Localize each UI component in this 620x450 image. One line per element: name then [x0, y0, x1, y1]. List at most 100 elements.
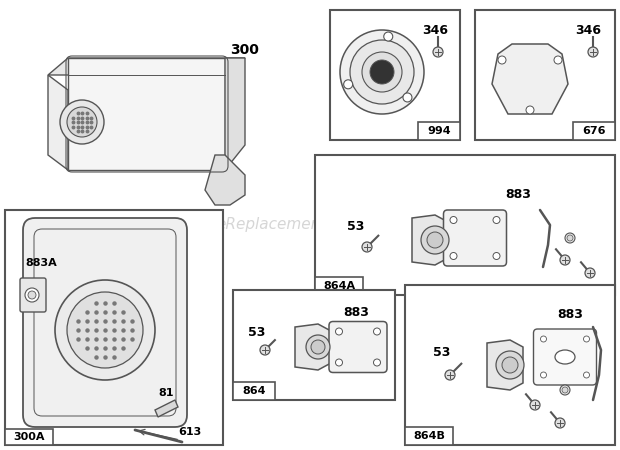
Circle shape [496, 351, 524, 379]
Ellipse shape [519, 65, 541, 95]
Bar [233, 382, 275, 400]
Circle shape [350, 40, 414, 104]
Circle shape [541, 372, 546, 378]
Bar [573, 122, 615, 140]
Text: 676: 676 [582, 126, 606, 136]
Text: 613: 613 [178, 427, 202, 437]
Circle shape [530, 400, 540, 410]
Text: 300: 300 [230, 43, 259, 57]
Ellipse shape [464, 230, 486, 246]
Bar [330, 10, 460, 140]
Bar [233, 290, 395, 400]
Circle shape [560, 255, 570, 265]
Polygon shape [48, 75, 68, 170]
Circle shape [541, 336, 546, 342]
Circle shape [28, 291, 36, 299]
Circle shape [493, 252, 500, 260]
Text: 53: 53 [433, 346, 450, 360]
Circle shape [502, 357, 518, 373]
Text: 864B: 864B [413, 431, 445, 441]
Text: 300A: 300A [13, 432, 45, 442]
Circle shape [340, 30, 424, 114]
Circle shape [567, 235, 573, 241]
Text: 883: 883 [343, 306, 369, 319]
Circle shape [427, 232, 443, 248]
Circle shape [445, 370, 455, 380]
Text: 53: 53 [347, 220, 365, 234]
Ellipse shape [511, 55, 549, 105]
Circle shape [260, 345, 270, 355]
Bar [315, 277, 363, 295]
Ellipse shape [555, 350, 575, 364]
Ellipse shape [347, 339, 369, 355]
Circle shape [555, 418, 565, 428]
Circle shape [67, 107, 97, 137]
Circle shape [55, 280, 155, 380]
Circle shape [60, 100, 104, 144]
Circle shape [67, 292, 143, 368]
Circle shape [450, 252, 457, 260]
Polygon shape [155, 400, 178, 417]
FancyBboxPatch shape [533, 329, 596, 385]
FancyBboxPatch shape [20, 278, 46, 312]
Circle shape [362, 242, 372, 252]
Circle shape [583, 336, 590, 342]
FancyBboxPatch shape [329, 321, 387, 373]
Text: 346: 346 [422, 23, 448, 36]
FancyBboxPatch shape [23, 218, 187, 427]
Polygon shape [205, 155, 245, 205]
Circle shape [433, 47, 443, 57]
Text: 346: 346 [575, 23, 601, 36]
Circle shape [335, 328, 342, 335]
Circle shape [421, 226, 449, 254]
Polygon shape [48, 58, 245, 75]
Text: 81: 81 [158, 388, 174, 398]
Ellipse shape [147, 131, 163, 139]
Circle shape [373, 328, 381, 335]
Bar [5, 429, 53, 445]
Polygon shape [492, 44, 568, 114]
Bar [418, 122, 460, 140]
Circle shape [335, 359, 342, 366]
Text: 864A: 864A [323, 281, 355, 291]
Circle shape [498, 56, 506, 64]
Text: 53: 53 [248, 325, 265, 338]
Circle shape [562, 387, 568, 393]
Circle shape [25, 288, 39, 302]
Text: 883: 883 [557, 309, 583, 321]
Text: 994: 994 [427, 126, 451, 136]
Circle shape [588, 47, 598, 57]
Circle shape [370, 60, 394, 84]
Circle shape [384, 32, 392, 41]
Circle shape [343, 80, 353, 89]
Circle shape [585, 268, 595, 278]
Bar [405, 285, 615, 445]
Polygon shape [225, 58, 245, 170]
Polygon shape [412, 215, 448, 265]
Bar [315, 155, 615, 295]
Circle shape [362, 52, 402, 92]
Circle shape [306, 335, 330, 359]
Text: 883: 883 [505, 189, 531, 202]
Bar [5, 210, 223, 445]
Circle shape [450, 216, 457, 224]
Text: eReplacementParts.com: eReplacementParts.com [216, 217, 404, 233]
Polygon shape [487, 340, 523, 390]
Text: 883A: 883A [25, 258, 57, 268]
Circle shape [526, 106, 534, 114]
Polygon shape [68, 58, 225, 170]
Circle shape [403, 93, 412, 102]
Polygon shape [295, 324, 331, 370]
Circle shape [554, 56, 562, 64]
Circle shape [311, 340, 325, 354]
Ellipse shape [524, 73, 536, 91]
Bar [475, 10, 615, 140]
Circle shape [583, 372, 590, 378]
Circle shape [565, 233, 575, 243]
FancyBboxPatch shape [443, 210, 507, 266]
Text: 864: 864 [242, 386, 266, 396]
Bar [405, 427, 453, 445]
Ellipse shape [154, 363, 166, 387]
Circle shape [373, 359, 381, 366]
Circle shape [560, 385, 570, 395]
